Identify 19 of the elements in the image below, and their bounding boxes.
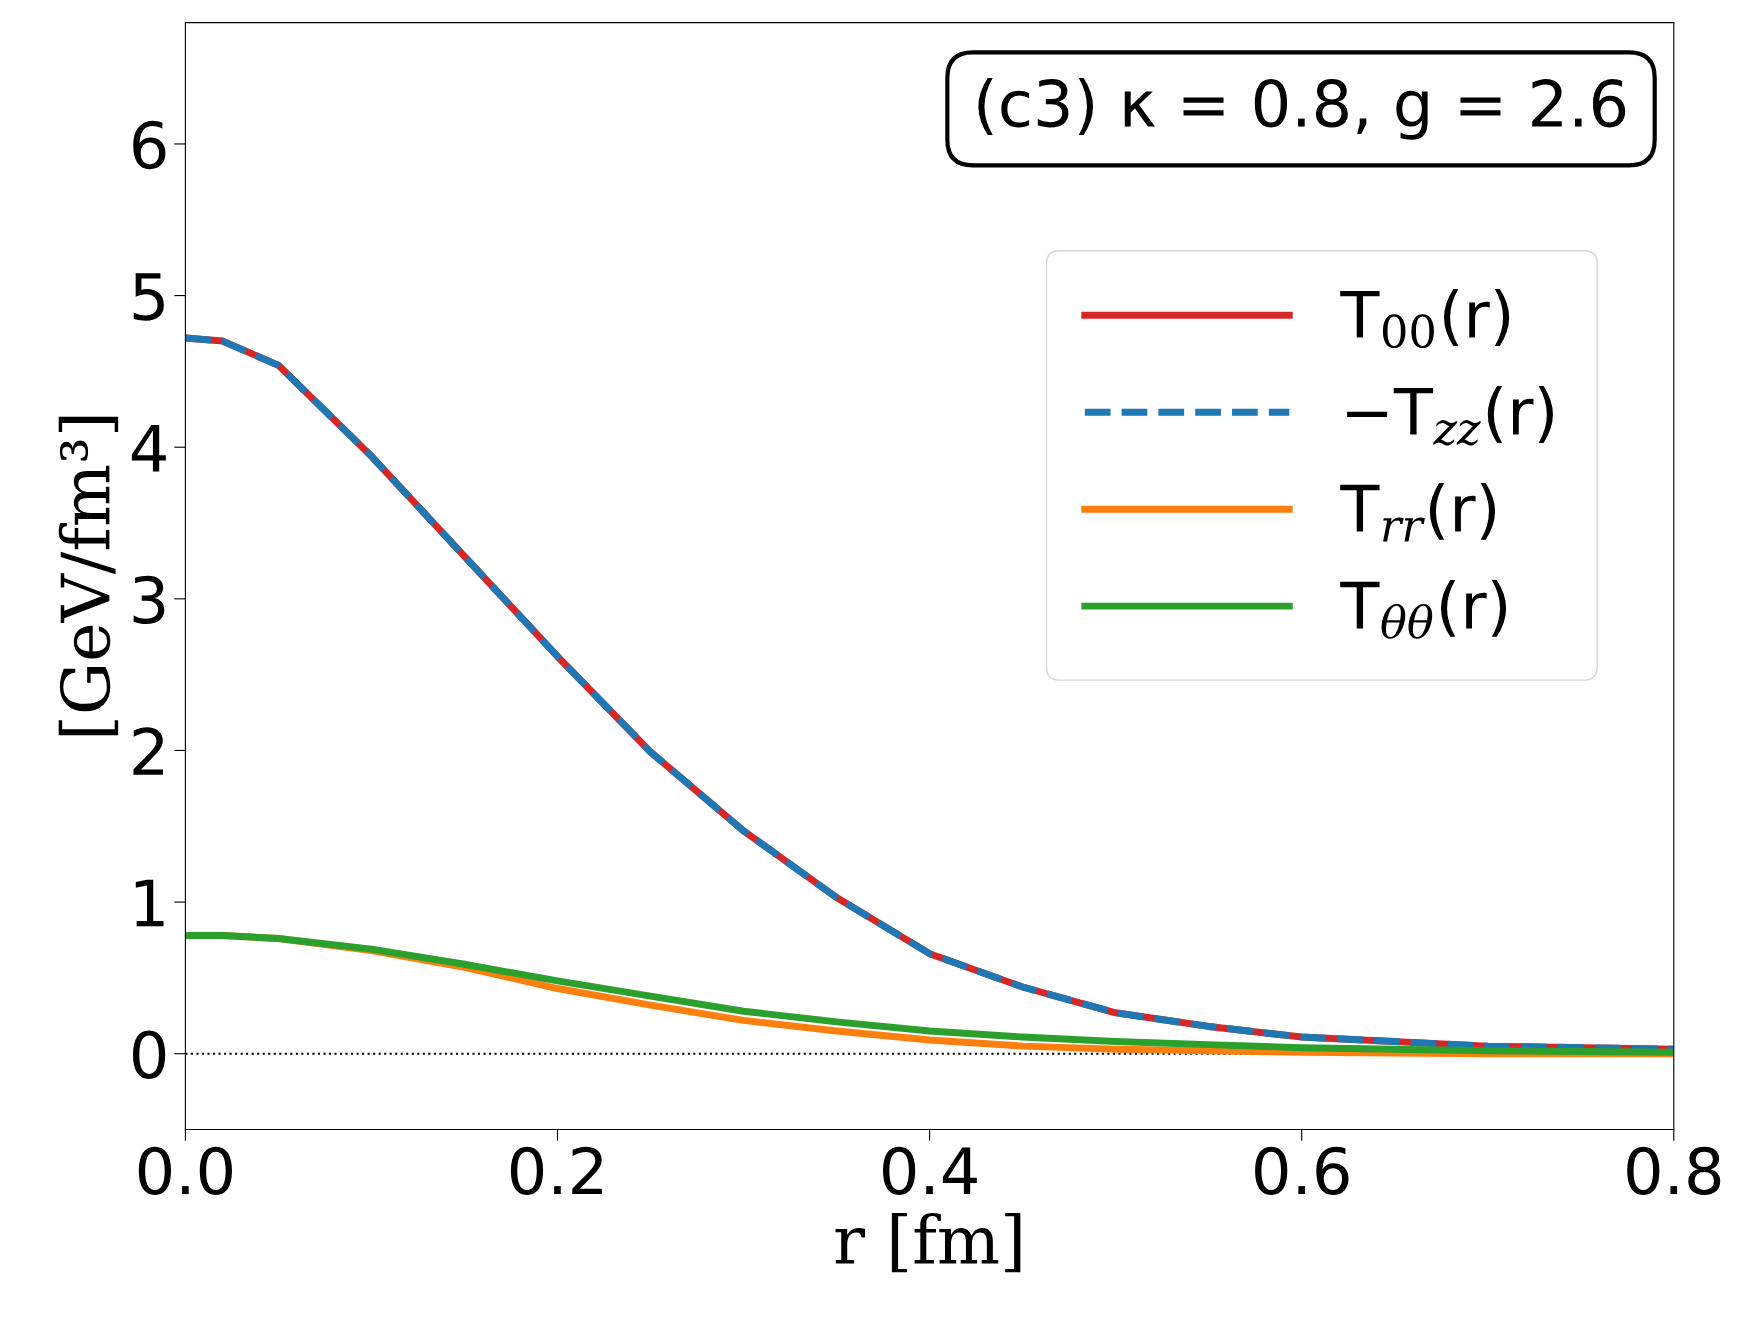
x-tick-label: 0.0 [138,1146,232,1195]
y-tick-label: 3 [133,575,165,625]
x-tick-label: 0.8 [1627,1146,1721,1195]
legend-label: T$_{rr}$(r) [1340,482,1496,542]
y-tick-label: 4 [131,424,166,472]
legend-label: T$_{00}$(r) [1340,289,1510,349]
annotation: (c3) κ = 0.8, g = 2.6 [978,78,1626,140]
y-tick-label: 2 [133,727,164,775]
x-tick-label: 0.6 [1255,1146,1349,1195]
y-tick-label: 0 [132,1030,166,1079]
legend-label: −T$_{zz}$(r) [1347,385,1553,446]
x-tick-label: 0.4 [883,1146,977,1195]
y-tick-label: 5 [133,273,164,321]
y-axis-title: [GeV/fm³] [58,416,119,736]
y-tick-label: 1 [135,879,164,927]
x-axis-title: r [fm] [835,1212,1021,1273]
y-tick-label: 6 [133,120,166,170]
x-tick-label: 0.2 [510,1146,602,1195]
legend-label: T$_{θθ}$(r) [1340,579,1507,639]
